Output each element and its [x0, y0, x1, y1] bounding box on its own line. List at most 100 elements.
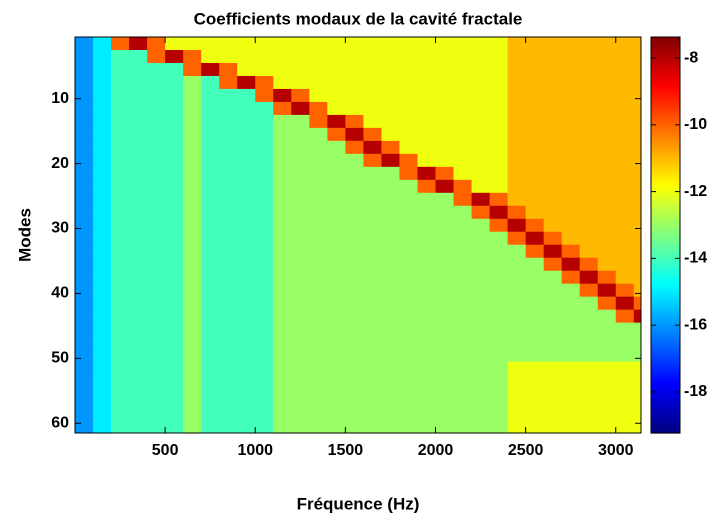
- heatmap-cell: [219, 179, 238, 194]
- heatmap-cell: [183, 426, 202, 433]
- heatmap-cell: [111, 244, 130, 259]
- colorbar-swatch: [651, 151, 680, 156]
- heatmap-cell: [381, 283, 401, 298]
- heatmap-cell: [363, 49, 383, 64]
- heatmap-cell: [417, 400, 437, 415]
- heatmap-cell: [273, 37, 292, 51]
- heatmap-cell: [255, 192, 274, 207]
- heatmap-cell: [489, 218, 509, 233]
- heatmap-cell: [327, 413, 346, 428]
- heatmap-cell: [381, 309, 401, 324]
- heatmap-cell: [201, 37, 220, 51]
- colorbar-swatch: [651, 182, 680, 187]
- heatmap-cell: [525, 62, 545, 77]
- heatmap-cell: [633, 361, 641, 376]
- heatmap-cell: [309, 283, 328, 298]
- heatmap-cell: [399, 387, 419, 402]
- plot-frame: [74, 36, 642, 434]
- heatmap-cell: [399, 257, 419, 272]
- heatmap-cell: [183, 88, 202, 103]
- heatmap-cell: [183, 101, 202, 116]
- heatmap-cell: [129, 296, 148, 311]
- heatmap-cell: [579, 400, 599, 415]
- heatmap-cell: [507, 296, 527, 311]
- heatmap-cell: [597, 257, 617, 272]
- heatmap-cell: [525, 413, 545, 428]
- heatmap-cell: [381, 101, 401, 116]
- heatmap-cell: [561, 257, 581, 272]
- heatmap-cell: [75, 62, 94, 77]
- heatmap-cell: [165, 62, 184, 77]
- heatmap-cell: [183, 283, 202, 298]
- heatmap-cell: [327, 335, 346, 350]
- heatmap-cell: [381, 205, 401, 220]
- heatmap-cell: [597, 218, 617, 233]
- heatmap-cell: [363, 218, 383, 233]
- heatmap-cell: [453, 37, 473, 51]
- colorbar-swatch: [651, 241, 680, 245]
- heatmap-cell: [165, 114, 184, 129]
- heatmap-cell: [453, 426, 473, 433]
- heatmap-cell: [237, 37, 256, 51]
- heatmap-cell: [471, 309, 491, 324]
- colorbar-swatch: [651, 318, 680, 323]
- heatmap-cell: [345, 283, 365, 298]
- heatmap-cell: [489, 127, 509, 142]
- y-tick-label: 30: [51, 220, 69, 237]
- colorbar-swatch: [651, 219, 680, 224]
- heatmap-cell: [507, 283, 527, 298]
- heatmap-cell: [165, 231, 184, 246]
- heatmap-cell: [579, 283, 599, 298]
- heatmap-cell: [579, 140, 599, 155]
- heatmap-cell: [525, 127, 545, 142]
- heatmap-cell: [327, 153, 346, 168]
- heatmap-cell: [471, 127, 491, 142]
- colorbar-swatch: [651, 426, 680, 431]
- heatmap-cell: [237, 348, 256, 363]
- heatmap-cell: [255, 37, 274, 51]
- heatmap-cell: [363, 244, 383, 259]
- heatmap-cell: [507, 374, 527, 389]
- colorbar-swatch: [651, 197, 680, 202]
- heatmap-cell: [183, 127, 202, 142]
- heatmap-cell: [273, 140, 292, 155]
- heatmap-cell: [75, 361, 94, 376]
- colorbar-swatch: [651, 402, 680, 406]
- heatmap-cell: [633, 322, 641, 337]
- heatmap-cell: [417, 283, 437, 298]
- colorbar-swatch: [651, 194, 680, 199]
- heatmap-cell: [579, 88, 599, 103]
- heatmap-cell: [309, 335, 328, 350]
- heatmap-cell: [291, 387, 310, 402]
- heatmap-cell: [525, 192, 545, 207]
- heatmap-cell: [345, 426, 365, 433]
- heatmap-cell: [219, 140, 238, 155]
- heatmap-cell: [633, 231, 641, 246]
- heatmap-cell: [489, 426, 509, 433]
- heatmap-cell: [237, 166, 256, 181]
- colorbar-swatch: [651, 126, 680, 131]
- heatmap-cell: [93, 179, 112, 194]
- heatmap-cell: [291, 205, 310, 220]
- heatmap-cell: [219, 153, 238, 168]
- heatmap-cell: [633, 296, 641, 311]
- heatmap-cell: [633, 335, 641, 350]
- heatmap-cell: [417, 309, 437, 324]
- heatmap-cell: [309, 257, 328, 272]
- heatmap-cell: [219, 62, 238, 77]
- heatmap-cell: [111, 192, 130, 207]
- heatmap-cell: [183, 413, 202, 428]
- heatmap-cell: [201, 218, 220, 233]
- colorbar-swatch: [651, 235, 680, 239]
- heatmap-cell: [399, 37, 419, 51]
- heatmap-cell: [327, 192, 346, 207]
- heatmap-cell: [309, 140, 328, 155]
- heatmap-cell: [399, 62, 419, 77]
- heatmap-cell: [471, 166, 491, 181]
- heatmap-cell: [543, 387, 563, 402]
- colorbar-swatch: [651, 420, 680, 425]
- heatmap-cell: [579, 62, 599, 77]
- heatmap-cell: [453, 127, 473, 142]
- heatmap-cell: [543, 335, 563, 350]
- heatmap-cell: [507, 426, 527, 433]
